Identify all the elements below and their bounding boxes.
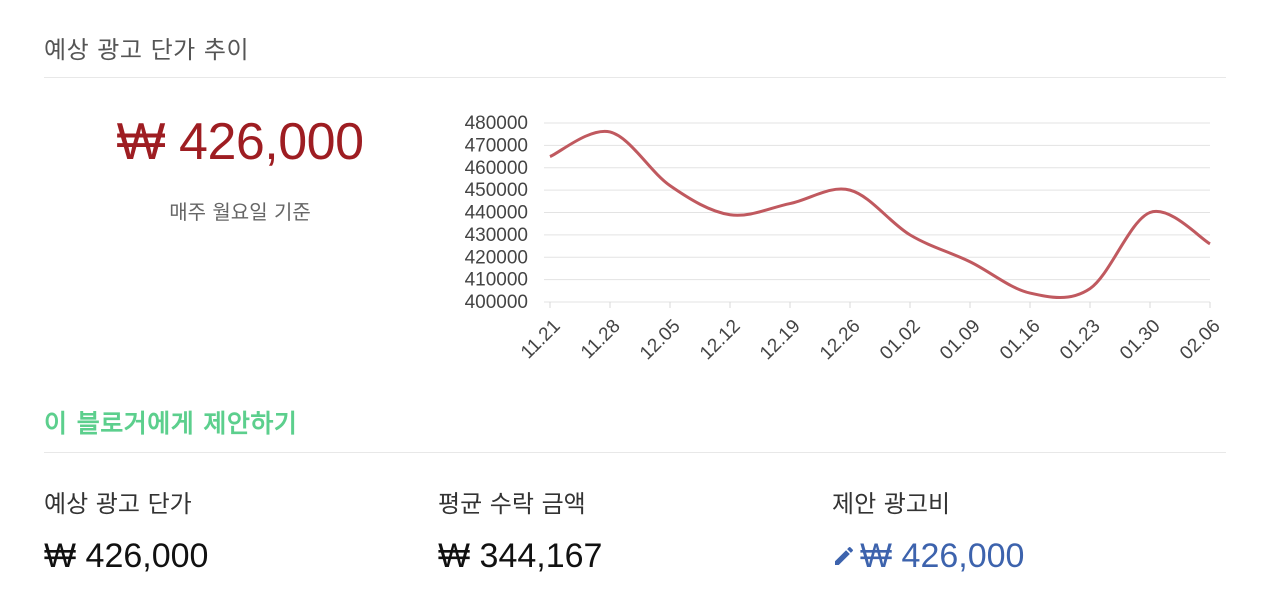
data-point [1147,210,1153,216]
stat-label: 제안 광고비 [832,490,951,518]
data-point [727,212,733,218]
x-tick-label: 01.09 [936,316,984,364]
chart-series [547,129,1213,299]
y-tick-label: 410000 [465,270,528,291]
stat-expected-price: 예상 광고 단가 ₩ 426,000 [44,486,208,576]
x-tick-label: 12.05 [636,316,684,364]
data-point [907,232,913,238]
price-caption: 매주 월요일 기준 [169,200,311,224]
data-point [1207,241,1213,247]
series-line [549,129,1211,299]
section-title: 예상 광고 단가 추이 [44,36,250,64]
stat-label: 평균 수락 금액 [438,490,586,518]
x-tick-label: 11.21 [517,316,564,363]
data-point [1087,286,1093,292]
x-tick-label: 01.16 [996,316,1044,364]
x-tick-label: 12.26 [816,316,864,364]
x-axis: 11.21 11.28 12.05 12.12 12.19 12.26 01.02 01.09… [517,302,1225,364]
proposed-fee-value: ₩ 426,000 [860,537,1025,575]
stat-label: 예상 광고 단가 [44,490,192,518]
data-point [547,154,553,160]
y-tick-label: 440000 [465,203,528,224]
edit-proposed-fee[interactable]: ₩ 426,000 [832,536,1024,576]
x-tick-label: 12.19 [756,316,804,364]
divider [44,77,1226,78]
x-tick-label: 02.06 [1176,316,1224,364]
y-tick-label: 460000 [465,158,528,179]
x-tick-label: 01.02 [876,316,924,364]
y-tick-label: 420000 [465,247,528,268]
x-tick-label: 01.30 [1116,316,1164,364]
x-tick-label: 01.23 [1056,316,1104,364]
data-point [1027,290,1033,296]
price-trend-chart: 4800004700004600004500004400004300004200… [465,113,1225,364]
divider [44,452,1226,453]
pencil-icon[interactable] [832,544,856,568]
x-tick-label: 11.28 [577,316,624,363]
stat-value: ₩ 426,000 [44,537,209,575]
data-point [967,259,973,265]
stat-average-accepted: 평균 수락 금액 ₩ 344,167 [438,486,602,576]
stat-proposed-fee: 제안 광고비 ₩ 426,000 [832,486,1024,576]
y-tick-label: 430000 [465,225,528,246]
stat-value: ₩ 344,167 [438,537,603,575]
propose-to-blogger-link[interactable]: 이 블로거에게 제안하기 [44,409,298,438]
data-point [667,183,673,189]
x-tick-label: 12.12 [696,316,744,364]
data-point [607,129,613,135]
y-tick-label: 450000 [465,180,528,201]
y-tick-label: 400000 [465,292,528,313]
current-price: ₩ 426,000 [116,113,365,171]
y-tick-label: 480000 [465,113,528,134]
chart-grid [544,122,1210,303]
y-tick-label: 470000 [465,135,528,156]
y-axis: 4800004700004600004500004400004300004200… [465,113,528,313]
data-point [787,201,793,207]
data-point [847,187,853,193]
